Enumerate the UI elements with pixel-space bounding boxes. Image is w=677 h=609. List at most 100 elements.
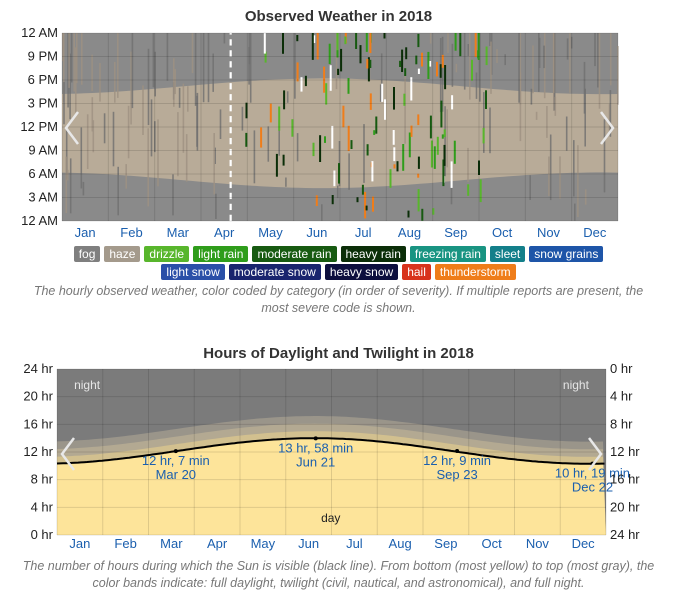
weather-prev-arrow-icon[interactable] bbox=[62, 110, 82, 146]
weather-fog-mark bbox=[519, 33, 522, 105]
weather-fog-mark bbox=[455, 63, 458, 73]
weather-rain-mark bbox=[282, 154, 285, 166]
weather-rain-mark bbox=[436, 136, 439, 155]
weather-rain-mark bbox=[415, 55, 418, 65]
weather-legend-row-1: fog haze drizzle light rain moderate rain hea… bbox=[0, 246, 677, 262]
weather-fog-mark bbox=[174, 69, 176, 95]
weather-rain-mark bbox=[393, 87, 395, 110]
weather-y-tick: 12 AM bbox=[21, 213, 58, 228]
weather-fog-mark bbox=[75, 47, 77, 113]
weather-rain-mark bbox=[278, 106, 281, 131]
weather-rain-mark bbox=[319, 135, 322, 162]
weather-rain-mark bbox=[383, 33, 386, 39]
weather-fog-mark bbox=[429, 33, 432, 44]
weather-rain-mark bbox=[283, 90, 286, 110]
weather-fog-mark bbox=[86, 114, 89, 169]
weather-fog-mark bbox=[62, 33, 64, 62]
weather-fog-mark bbox=[67, 169, 69, 181]
daylight-left-tick: 0 hr bbox=[31, 527, 54, 542]
daylight-next-arrow-icon[interactable] bbox=[585, 436, 605, 472]
weather-rain-mark bbox=[384, 99, 386, 120]
weather-fog-mark bbox=[147, 48, 150, 126]
daylight-left-tick: 24 hr bbox=[23, 361, 53, 376]
weather-rain-mark bbox=[311, 33, 314, 60]
weather-fog-mark bbox=[241, 106, 244, 131]
daylight-left-tick: 12 hr bbox=[23, 444, 53, 459]
weather-fog-mark bbox=[597, 33, 599, 88]
weather-fog-mark bbox=[566, 38, 569, 60]
weather-rain-mark bbox=[359, 45, 362, 64]
weather-next-arrow-icon[interactable] bbox=[597, 110, 617, 146]
weather-rain-mark bbox=[245, 102, 248, 119]
weather-fog-mark bbox=[608, 104, 611, 132]
weather-fog-mark bbox=[65, 127, 68, 180]
weather-y-tick: 12 PM bbox=[20, 119, 58, 134]
weather-missing-data-mark bbox=[229, 28, 232, 35]
weather-rain-mark bbox=[260, 127, 263, 148]
daylight-right-tick: 16 hr bbox=[610, 472, 640, 487]
weather-fog-mark bbox=[187, 86, 189, 112]
weather-fog-mark bbox=[594, 33, 596, 67]
weather-rain-mark bbox=[417, 189, 420, 212]
weather-rain-mark bbox=[459, 33, 462, 57]
weather-rain-mark bbox=[333, 170, 336, 187]
weather-rain-mark bbox=[331, 195, 334, 205]
weather-rain-mark bbox=[467, 184, 470, 196]
weather-missing-data-mark bbox=[229, 127, 232, 134]
weather-rain-mark bbox=[300, 77, 303, 92]
weather-month-label: May bbox=[258, 225, 283, 240]
weather-fog-mark bbox=[253, 130, 256, 184]
weather-fog-mark bbox=[91, 54, 93, 92]
weather-rain-mark bbox=[367, 57, 370, 82]
daylight-month-label: Mar bbox=[160, 536, 183, 551]
weather-fog-mark bbox=[336, 185, 339, 199]
weather-fog-mark bbox=[496, 49, 498, 63]
legend-freezing-rain: freezing rain bbox=[409, 246, 486, 262]
weather-fog-mark bbox=[553, 33, 556, 111]
weather-rain-mark bbox=[399, 60, 402, 67]
weather-fog-mark bbox=[294, 33, 296, 99]
weather-rain-mark bbox=[453, 140, 456, 164]
weather-fog-mark bbox=[286, 91, 289, 103]
weather-fog-mark bbox=[321, 204, 323, 221]
weather-rain-mark bbox=[444, 65, 447, 90]
weather-fog-mark bbox=[584, 88, 586, 147]
weather-rain-mark bbox=[389, 169, 392, 188]
daylight-right-tick: 8 hr bbox=[610, 416, 633, 431]
weather-missing-data-mark bbox=[229, 137, 232, 145]
weather-fog-mark bbox=[69, 158, 72, 214]
weather-fog-mark bbox=[178, 87, 181, 108]
legend-light-rain: light rain bbox=[193, 246, 249, 262]
weather-month-label: Oct bbox=[492, 225, 513, 240]
daylight-prev-arrow-icon[interactable] bbox=[58, 436, 78, 472]
weather-fog-mark bbox=[538, 33, 540, 92]
daylight-full-day-band bbox=[57, 438, 606, 535]
weather-rain-mark bbox=[405, 47, 408, 60]
weather-fog-mark bbox=[212, 53, 214, 92]
weather-fog-mark bbox=[475, 72, 478, 99]
weather-fog-mark bbox=[67, 33, 69, 108]
weather-month-label: Jun bbox=[306, 225, 327, 240]
weather-fog-mark bbox=[62, 33, 65, 103]
daylight-night-label: night bbox=[74, 378, 101, 392]
weather-fog-mark bbox=[368, 33, 371, 81]
daylight-month-label: Jun bbox=[298, 536, 319, 551]
weather-missing-data-mark bbox=[229, 159, 232, 167]
daylight-left-tick: 16 hr bbox=[23, 416, 53, 431]
daylight-caption: The number of hours during which the Sun… bbox=[22, 559, 655, 590]
weather-legend-row-2: light snow moderate snow heavy snow hail thu… bbox=[0, 264, 677, 280]
weather-fog-mark bbox=[157, 119, 159, 187]
weather-rain-mark bbox=[304, 75, 307, 87]
weather-fog-mark bbox=[518, 33, 520, 103]
weather-fog-mark bbox=[379, 84, 382, 102]
weather-rain-mark bbox=[404, 68, 407, 76]
daylight-annotation-point bbox=[313, 436, 318, 441]
weather-missing-data-mark bbox=[229, 94, 232, 101]
daylight-month-label: Nov bbox=[526, 536, 550, 551]
weather-rain-mark bbox=[393, 147, 396, 162]
weather-fog-mark bbox=[348, 153, 350, 190]
weather-rain-mark bbox=[485, 46, 488, 66]
weather-fog-mark bbox=[532, 45, 534, 94]
weather-fog-mark bbox=[548, 156, 550, 197]
daylight-annotation-date: Mar 20 bbox=[156, 467, 196, 482]
